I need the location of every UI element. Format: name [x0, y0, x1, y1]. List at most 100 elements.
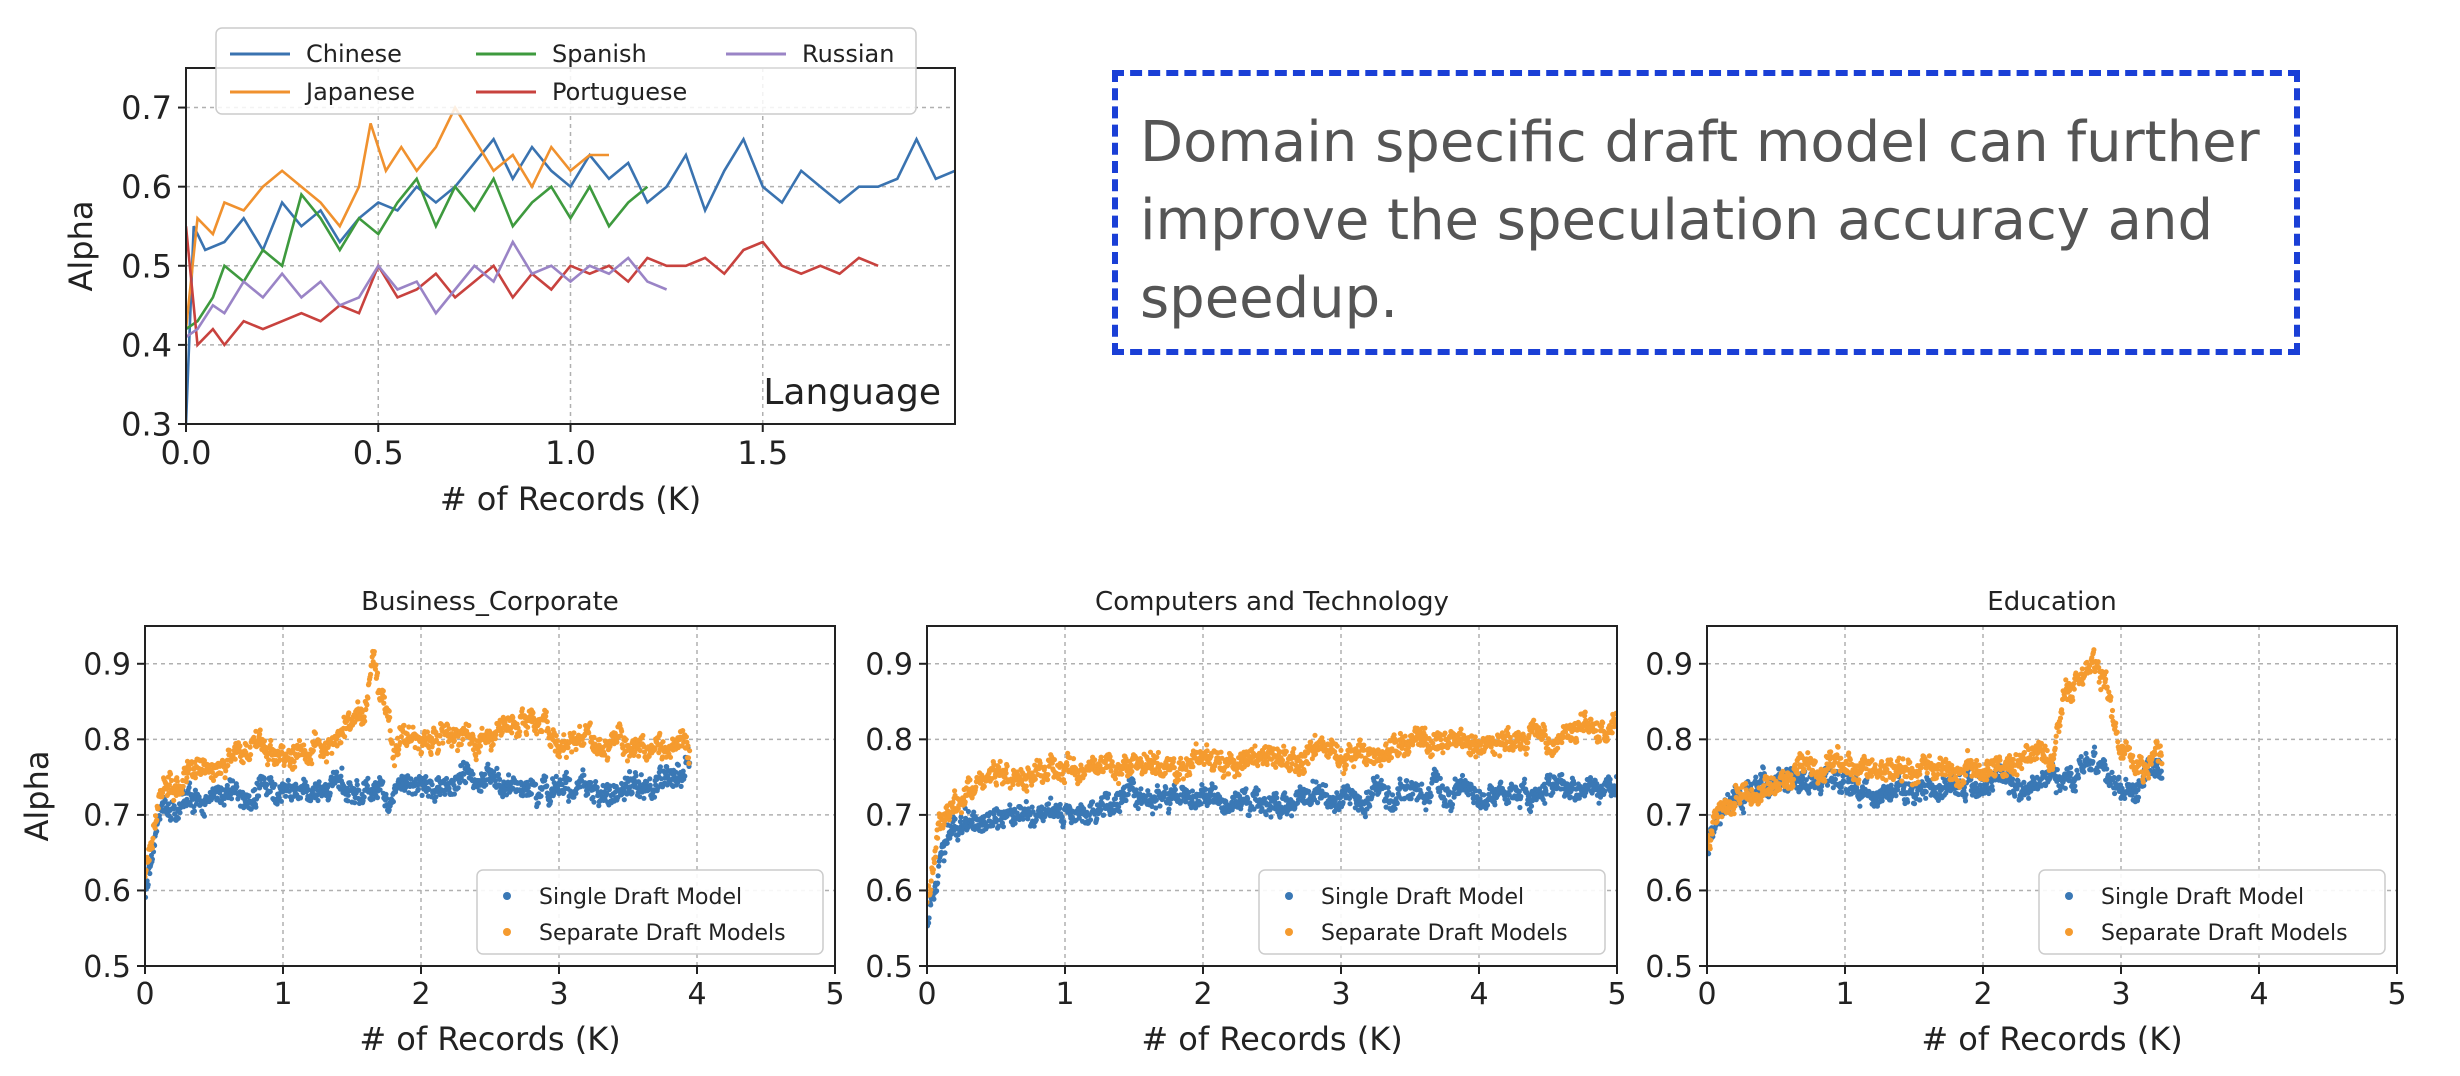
point: [593, 779, 599, 785]
point: [1609, 730, 1615, 736]
point: [150, 835, 156, 842]
point: [1029, 804, 1035, 810]
point: [656, 769, 662, 775]
point: [573, 746, 579, 753]
point: [1332, 749, 1338, 755]
point: [1246, 812, 1252, 819]
point: [1404, 778, 1410, 784]
point: [397, 739, 403, 746]
point: [667, 754, 674, 760]
point: [928, 878, 934, 884]
point: [619, 728, 625, 734]
point: [435, 747, 442, 753]
point: [619, 780, 625, 787]
x-tick-label: 2: [411, 977, 430, 1012]
point: [223, 768, 229, 774]
point: [1147, 792, 1153, 798]
point: [614, 739, 620, 745]
point: [1109, 759, 1115, 765]
point: [380, 688, 386, 694]
point: [1571, 781, 1577, 787]
point: [1518, 741, 1524, 747]
point: [514, 721, 520, 727]
point: [997, 758, 1003, 765]
point: [1153, 797, 1159, 803]
point: [1473, 754, 1479, 760]
point: [1522, 776, 1528, 782]
point: [1313, 779, 1319, 785]
point: [1516, 788, 1522, 795]
axes-frame-2: [926, 625, 1618, 967]
point: [1163, 785, 1169, 791]
point: [171, 797, 177, 804]
point: [415, 746, 421, 752]
point: [627, 769, 633, 775]
point: [581, 772, 587, 778]
point: [345, 792, 351, 798]
point: [477, 743, 483, 749]
point: [183, 803, 189, 809]
point: [390, 799, 396, 805]
point: [1528, 803, 1535, 809]
point: [1044, 777, 1051, 783]
point: [1611, 783, 1617, 789]
chart-0: 0.0 0.5 1.0 1.50.30.40.50.60.7# of Records …: [62, 27, 956, 518]
point: [955, 837, 961, 843]
legend-marker: [1285, 928, 1293, 936]
point: [1358, 753, 1364, 759]
chart-1: 0 1 2 3 4 50.50.60.70.80.9# of Records (K)Alp…: [18, 587, 845, 1058]
point: [224, 782, 230, 789]
point: [372, 666, 378, 672]
point: [221, 802, 227, 808]
point: [1465, 792, 1471, 798]
point: [1440, 750, 1446, 756]
point: [1155, 749, 1161, 756]
point: [1542, 727, 1548, 733]
point: [493, 729, 499, 735]
point: [312, 730, 318, 737]
point: [519, 706, 526, 712]
point: [365, 695, 371, 701]
point: [1385, 785, 1391, 791]
point: [473, 757, 479, 763]
point: [1252, 743, 1258, 749]
point: [1306, 788, 1312, 794]
series-separate-draft-models: [927, 709, 1617, 905]
point: [1397, 776, 1403, 782]
point: [1204, 748, 1210, 754]
point: [1119, 771, 1125, 777]
point: [1325, 754, 1331, 760]
point: [424, 729, 430, 735]
point: [491, 769, 497, 775]
point: [1567, 794, 1573, 800]
point: [1123, 797, 1129, 804]
point: [355, 699, 361, 705]
point: [1505, 731, 1511, 737]
point: [437, 791, 443, 798]
point: [455, 747, 461, 754]
point: [1262, 796, 1268, 802]
point: [1312, 732, 1318, 738]
point: [1593, 728, 1599, 734]
point: [548, 743, 554, 750]
point: [935, 873, 941, 879]
point: [149, 845, 155, 851]
x-tick-label: 0: [135, 977, 154, 1012]
point: [646, 753, 652, 759]
point: [1596, 800, 1602, 806]
point: [499, 730, 505, 736]
point: [153, 813, 159, 819]
point: [187, 766, 193, 772]
point: [1263, 812, 1269, 818]
point: [1190, 764, 1196, 770]
point: [364, 702, 370, 708]
point: [460, 736, 466, 743]
point: [391, 763, 398, 769]
point: [390, 754, 396, 760]
legend-label: Separate Draft Models: [539, 921, 786, 946]
point: [647, 782, 653, 788]
point: [604, 790, 610, 796]
point: [1283, 748, 1289, 755]
point: [686, 760, 692, 767]
point: [1289, 813, 1295, 819]
